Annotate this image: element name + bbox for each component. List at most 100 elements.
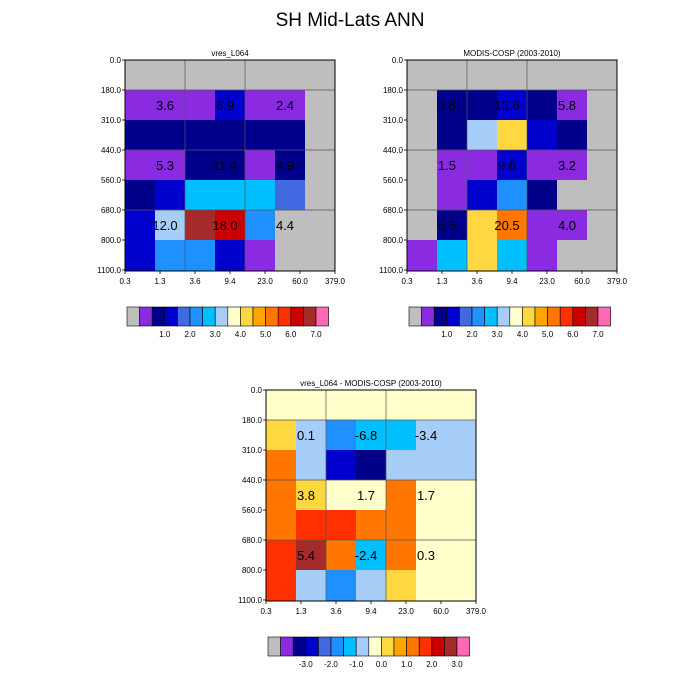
heatmap-cell — [185, 90, 216, 121]
heatmap-cell — [587, 180, 618, 211]
heatmap-cell — [155, 180, 186, 211]
colorbar-label: 0.0 — [376, 660, 388, 669]
heatmap-cell — [356, 570, 387, 601]
colorbar-label: 6.0 — [285, 330, 297, 339]
heatmap-cell — [185, 120, 216, 151]
colorbar-swatch — [343, 636, 357, 657]
heatmap-cell — [296, 540, 327, 571]
heatmap-cell — [437, 240, 468, 271]
x-tick-label: 60.0 — [292, 277, 308, 286]
y-tick-label: 1100.0 — [97, 266, 121, 275]
heatmap-cell — [407, 240, 438, 271]
page-title: SH Mid-Lats ANN — [275, 10, 425, 31]
heatmap-panel-3: vres_L064 - MODIS-COSP (2003-2010) 0.0 180… — [238, 379, 486, 669]
data-label: -6.8 — [355, 428, 377, 443]
heatmap-cell — [527, 240, 558, 271]
heatmap-cell — [587, 210, 618, 241]
colorbar-swatch — [277, 306, 292, 327]
heatmap-cell — [125, 240, 156, 271]
heatmap-cell — [407, 90, 438, 121]
data-label: -3.4 — [415, 428, 437, 443]
heatmap-cell — [497, 120, 528, 151]
panel-title: vres_L064 - MODIS-COSP (2003-2010) — [300, 379, 442, 388]
heatmap-cell — [185, 210, 216, 241]
data-label: 4.4 — [276, 218, 294, 233]
colorbar-swatch — [509, 306, 523, 327]
y-tick-label: 440.0 — [242, 476, 263, 485]
colorbar-swatch — [151, 306, 166, 327]
heatmap-cell — [416, 480, 447, 511]
colorbar-swatch — [330, 636, 344, 657]
data-label: 2.4 — [276, 98, 294, 113]
colorbar-swatch — [227, 306, 241, 327]
heatmap-cell — [497, 180, 528, 211]
colorbar-swatch — [572, 306, 586, 327]
heatmap-cell — [296, 480, 327, 511]
data-label: 3.6 — [156, 98, 174, 113]
heatmap-cell — [446, 450, 477, 481]
colorbar-swatch — [496, 306, 511, 327]
colorbar-label: 3.0 — [451, 660, 463, 669]
heatmap-cell — [266, 510, 297, 541]
heatmap-cell — [125, 180, 156, 211]
x-tick-label: 1.3 — [295, 607, 307, 616]
data-label: 12.0 — [152, 218, 177, 233]
heatmap-cell — [527, 90, 558, 121]
data-label: 20.5 — [494, 218, 519, 233]
heatmap-cell — [467, 60, 498, 91]
y-tick-label: 800.0 — [383, 236, 404, 245]
heatmap-cell — [497, 210, 528, 241]
y-tick-label: 680.0 — [383, 206, 404, 215]
heatmap-cell — [266, 390, 297, 421]
colorbar-swatch — [214, 306, 229, 327]
x-tick-label: 23.0 — [257, 277, 273, 286]
colorbar-swatch — [318, 636, 332, 657]
heatmap-cell — [305, 60, 336, 91]
heatmap-cell — [497, 150, 528, 181]
heatmap-cell — [527, 180, 558, 211]
colorbar-swatch — [585, 306, 599, 327]
x-tick-label: 3.6 — [189, 277, 201, 286]
x-tick-label: 379.0 — [466, 607, 487, 616]
heatmap-cell — [587, 240, 618, 271]
heatmap-cell — [467, 120, 498, 151]
heatmap-cell — [266, 420, 297, 451]
x-tick-label: 1.3 — [436, 277, 448, 286]
heatmap-cell — [446, 390, 477, 421]
heatmap-cell — [155, 60, 186, 91]
colorbar-swatch — [406, 636, 420, 657]
data-label: 4.9 — [276, 158, 294, 173]
heatmap-cell — [296, 390, 327, 421]
heatmap-cell — [245, 90, 276, 121]
data-label: 6.9 — [216, 98, 234, 113]
data-label: 0.1 — [297, 428, 315, 443]
colorbar-swatch — [459, 306, 473, 327]
colorbar-label: 5.0 — [260, 330, 272, 339]
heatmap-cell — [407, 210, 438, 241]
heatmap-cell — [266, 450, 297, 481]
heatmap-cell — [416, 540, 447, 571]
heatmap-cell — [386, 390, 417, 421]
heatmap-cell — [467, 180, 498, 211]
heatmap-cell — [467, 240, 498, 271]
heatmap-cell — [215, 150, 246, 181]
x-tick-label: 379.0 — [325, 277, 346, 286]
heatmap-cell — [215, 240, 246, 271]
heatmap-cell — [446, 420, 477, 451]
heatmap-cell — [557, 60, 588, 91]
x-tick-label: 3.6 — [471, 277, 483, 286]
y-tick-label: 680.0 — [242, 536, 263, 545]
heatmap-cell — [245, 60, 276, 91]
colorbar-label: 3.0 — [210, 330, 222, 339]
heatmap-cell — [215, 60, 246, 91]
heatmap-cell — [125, 120, 156, 151]
x-tick-label: 9.4 — [365, 607, 377, 616]
heatmap-cell — [275, 180, 306, 211]
colorbar-swatch — [431, 636, 445, 657]
heatmap-cell — [557, 150, 588, 181]
heatmap-cell — [125, 90, 156, 121]
y-tick-label: 0.0 — [110, 56, 122, 65]
colorbar-label: 2.0 — [426, 660, 438, 669]
colorbar-swatch — [177, 306, 191, 327]
y-tick-label: 0.0 — [251, 386, 263, 395]
